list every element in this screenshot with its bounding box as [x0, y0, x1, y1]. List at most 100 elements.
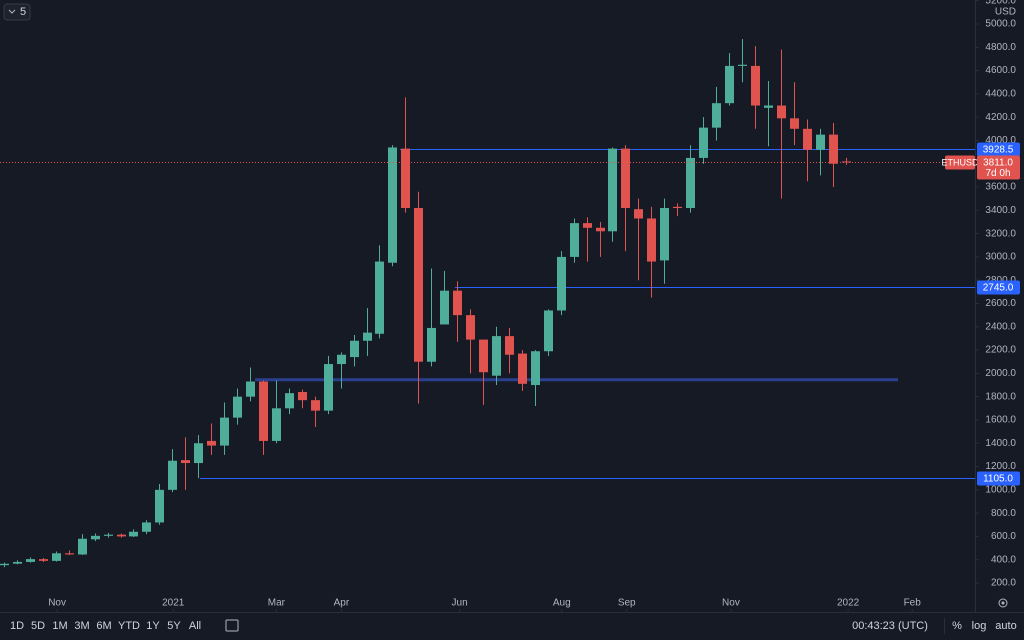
date-range-icon[interactable] [225, 619, 239, 632]
candle-body [194, 443, 203, 464]
candle-body [712, 103, 721, 128]
y-tick-label: 800.0 [991, 508, 1016, 519]
y-tick-label: 1400.0 [985, 438, 1016, 449]
x-tick-label: Sep [618, 598, 636, 609]
candle-body [583, 223, 592, 228]
y-tick-label: 400.0 [991, 554, 1016, 565]
x-tick-label: Nov [722, 598, 740, 609]
candle-body [608, 148, 617, 232]
x-tick-label: 2021 [162, 598, 185, 609]
candle-body [738, 64, 747, 66]
candle-body [634, 209, 643, 219]
candle-body [26, 559, 35, 562]
level-price-tag [977, 471, 1020, 486]
y-tick-label: 4000.0 [985, 135, 1016, 146]
candle-body [427, 327, 436, 362]
percent-button[interactable]: % [952, 620, 962, 632]
candle-body [531, 351, 540, 386]
candle-body [272, 408, 281, 441]
clock: 00:43:23 (UTC) [852, 620, 928, 632]
candle-body [660, 207, 669, 261]
candle-body [479, 339, 488, 373]
candle-body [13, 561, 22, 564]
candle-body [492, 336, 501, 376]
candle-body [363, 332, 372, 341]
candle-body [570, 223, 579, 257]
candle-body [790, 118, 799, 129]
last-price-label: 3811.0 [983, 158, 1013, 169]
candle-body [621, 148, 630, 208]
candle-body [842, 161, 851, 163]
candle-body [401, 148, 410, 208]
candle-body [505, 336, 514, 355]
range-button[interactable]: 1Y [146, 620, 160, 632]
candle-body [440, 290, 449, 325]
settings-icon[interactable] [998, 598, 1008, 608]
y-tick-label: 1800.0 [985, 391, 1016, 402]
range-button[interactable]: YTD [118, 620, 140, 632]
y-tick-label: 4400.0 [985, 89, 1016, 100]
range-button[interactable]: 1D [10, 620, 24, 632]
candle-body [777, 105, 786, 119]
candle-body [764, 105, 773, 108]
last-price-tag [977, 155, 1020, 180]
candle-body [39, 559, 48, 561]
y-tick-label: 5200.0 [985, 0, 1016, 6]
y-tick-label: 2000.0 [985, 368, 1016, 379]
candle-body [544, 310, 553, 352]
candle-body [233, 396, 242, 418]
y-tick-label: 4200.0 [985, 112, 1016, 123]
range-button[interactable]: 3M [74, 620, 89, 632]
candle-body [518, 353, 527, 384]
x-tick-label: 2022 [837, 598, 860, 609]
candle-body [65, 553, 74, 555]
range-button[interactable]: 1M [52, 620, 67, 632]
candle-body [751, 65, 760, 106]
candle-body [311, 400, 320, 411]
candle-body [350, 340, 359, 358]
candle-body [298, 392, 307, 401]
candle-body [557, 256, 566, 311]
level-price-label: 2745.0 [983, 283, 1014, 294]
candle-body [453, 290, 462, 316]
range-button[interactable]: 5Y [167, 620, 181, 632]
range-button[interactable]: All [189, 620, 201, 632]
candle-body [816, 134, 825, 150]
y-tick-label: 2400.0 [985, 321, 1016, 332]
range-button[interactable]: 5D [31, 620, 45, 632]
candle-body [466, 315, 475, 340]
currency-label: USD [995, 7, 1016, 18]
x-tick-label: Mar [268, 598, 286, 609]
log-button[interactable]: log [972, 620, 987, 632]
auto-button[interactable]: auto [995, 620, 1016, 632]
candle-body [117, 534, 126, 537]
candle-body [220, 417, 229, 446]
candle-body [52, 553, 61, 561]
y-tick-label: 3600.0 [985, 182, 1016, 193]
y-tick-label: 1600.0 [985, 415, 1016, 426]
candle-body [673, 206, 682, 208]
x-tick-label: Jun [452, 598, 468, 609]
y-tick-label: 2600.0 [985, 298, 1016, 309]
y-tick-label: 3400.0 [985, 205, 1016, 216]
candle-body [181, 460, 190, 464]
chevron-icon [8, 9, 16, 14]
candle-body [246, 381, 255, 397]
candle-body [259, 381, 268, 441]
candle-body [375, 261, 384, 334]
x-tick-label: Apr [334, 598, 350, 609]
y-tick-label: 4600.0 [985, 65, 1016, 76]
candle-body [596, 227, 605, 232]
candle-body [142, 522, 151, 532]
candle-body [803, 128, 812, 150]
y-tick-label: 3200.0 [985, 228, 1016, 239]
interval-button[interactable] [3, 3, 31, 21]
level-price-tag [977, 142, 1020, 157]
candle-body [725, 65, 734, 104]
y-tick-label: 2800.0 [985, 275, 1016, 286]
candle-body [285, 393, 294, 409]
range-button[interactable]: 6M [96, 620, 111, 632]
level-price-label: 3928.5 [983, 145, 1014, 156]
